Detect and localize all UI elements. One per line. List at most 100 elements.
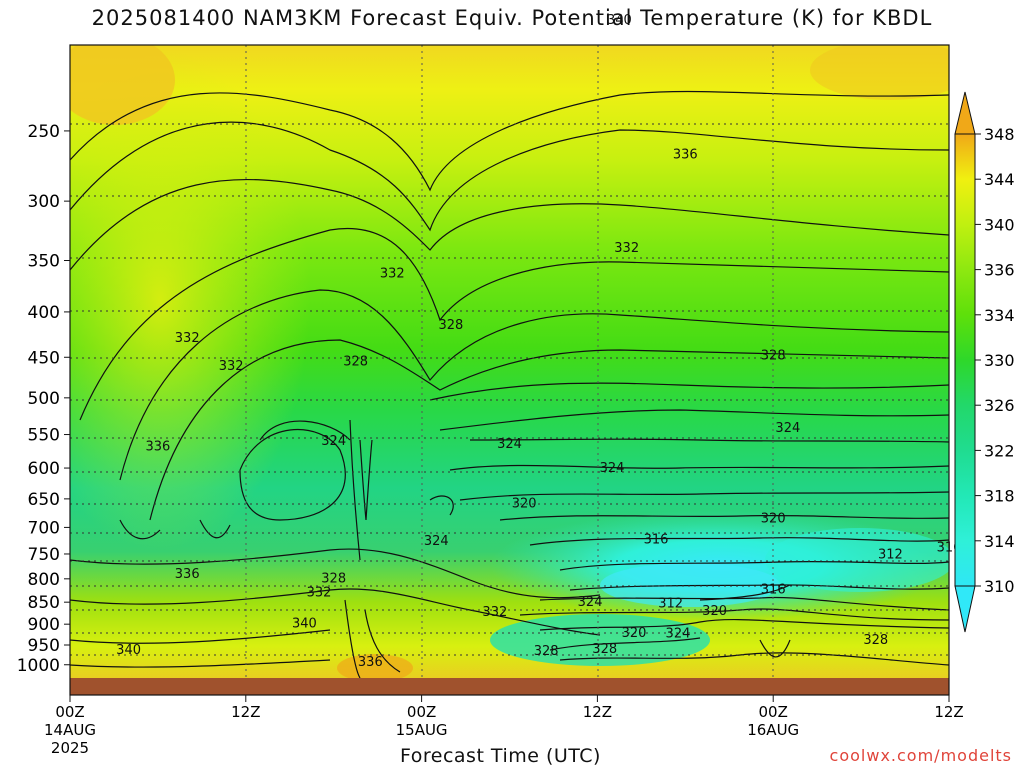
theta-e-field	[70, 45, 949, 678]
contour-label: 332	[219, 359, 244, 374]
y-tick-label: 350	[28, 251, 60, 271]
contour-label: 316	[761, 582, 786, 597]
x-tick-year: 2025	[51, 739, 89, 757]
contour-label: 328	[534, 644, 559, 659]
contour-label: 332	[380, 266, 405, 281]
contour-label: 340	[116, 643, 141, 658]
svg-text:332: 332	[380, 266, 405, 281]
y-tick-label: 650	[28, 490, 60, 510]
svg-text:328: 328	[534, 644, 559, 659]
y-tick-label: 450	[28, 348, 60, 368]
contour-label: 312	[878, 547, 903, 562]
contour-label: 324	[666, 627, 691, 642]
colorbar-tick-label: 344	[984, 170, 1015, 189]
svg-text:336: 336	[175, 567, 200, 582]
x-tick-label: 12Z	[231, 703, 260, 721]
svg-text:320: 320	[761, 511, 786, 526]
contour-label: 332	[614, 241, 639, 256]
y-tick-label: 850	[28, 593, 60, 613]
colorbar-tick-label: 330	[984, 351, 1015, 370]
contour-label: 340	[607, 13, 632, 28]
y-tick-label: 800	[28, 570, 60, 590]
contour-label: 332	[482, 605, 507, 620]
svg-text:320: 320	[512, 496, 537, 511]
svg-text:316: 316	[761, 582, 786, 597]
y-tick-label: 300	[28, 192, 60, 212]
svg-text:340: 340	[607, 13, 632, 28]
x-tick-label: 12Z	[934, 703, 963, 721]
contour-label: 328	[592, 642, 617, 657]
contour-label: 316	[644, 532, 669, 547]
svg-text:324: 324	[600, 461, 625, 476]
svg-text:328: 328	[761, 349, 786, 364]
svg-text:328: 328	[863, 633, 888, 648]
svg-text:324: 324	[666, 627, 691, 642]
svg-text:332: 332	[307, 586, 332, 601]
contour-label: 336	[145, 440, 170, 455]
contour-label: 328	[761, 349, 786, 364]
contour-label: 340	[292, 616, 317, 631]
svg-text:328: 328	[321, 571, 346, 586]
y-gridlines	[70, 123, 949, 656]
chart-title: 2025081400 NAM3KM Forecast Equiv. Potent…	[91, 6, 933, 30]
contour-label: 324	[321, 434, 346, 449]
contour-label: 328	[863, 633, 888, 648]
colorbar-tick-label: 322	[984, 441, 1015, 460]
svg-text:320: 320	[702, 604, 727, 619]
svg-text:336: 336	[145, 440, 170, 455]
contour-label: 320	[512, 496, 537, 511]
colorbar-tick-label: 314	[984, 532, 1015, 551]
y-tick-label: 950	[28, 636, 60, 656]
svg-text:312: 312	[658, 597, 683, 612]
x-tick-date: 15AUG	[396, 721, 448, 739]
svg-text:324: 324	[775, 421, 800, 436]
svg-text:320: 320	[622, 626, 647, 641]
contour-label: 336	[175, 567, 200, 582]
svg-text:340: 340	[116, 643, 141, 658]
colorbar-upper-arrow	[954, 91, 976, 135]
x-tick-date: 14AUG	[44, 721, 96, 739]
y-tick-label: 700	[28, 518, 60, 538]
colorbar-tick-label: 326	[984, 396, 1015, 415]
colorbar-tick-label: 318	[984, 487, 1015, 506]
x-tick-date: 16AUG	[747, 721, 799, 739]
y-tick-label: 600	[28, 459, 60, 479]
svg-text:324: 324	[497, 437, 522, 452]
contour-label: 332	[307, 586, 332, 601]
contour-label: 332	[175, 331, 200, 346]
credit-link[interactable]: coolwx.com/modelts	[829, 746, 1012, 765]
contour-label: 328	[343, 355, 368, 370]
colorbar-tick-label: 310	[984, 577, 1015, 596]
contour-label: 312	[658, 597, 683, 612]
y-tick-label: 500	[28, 389, 60, 409]
contour-label: 328	[438, 318, 463, 333]
svg-text:312: 312	[878, 547, 903, 562]
svg-text:336: 336	[673, 147, 698, 162]
svg-text:316: 316	[644, 532, 669, 547]
y-tick-label: 550	[28, 426, 60, 446]
contour-label: 324	[600, 461, 625, 476]
y-tick-label: 900	[28, 615, 60, 635]
colorbar: 310 314 318 322 326 330 334 336 340 344 348	[954, 91, 1015, 633]
y-tick-label: 250	[28, 122, 60, 142]
x-tick-label: 00Z	[55, 703, 84, 721]
x-tick-label: 00Z	[759, 703, 788, 721]
colorbar-tick-label: 336	[984, 261, 1015, 280]
contour-label: 324	[578, 595, 603, 610]
svg-text:328: 328	[343, 355, 368, 370]
svg-text:336: 336	[358, 655, 383, 670]
x-tick-label: 12Z	[583, 703, 612, 721]
colorbar-lower-arrow	[954, 585, 976, 633]
colorbar-tick-label: 334	[984, 306, 1015, 325]
svg-text:332: 332	[175, 331, 200, 346]
contour-label: 336	[673, 147, 698, 162]
y-tick-label: 750	[28, 545, 60, 565]
colorbar-ticks: 310 314 318 322 326 330 334 336 340 344 348	[975, 125, 1015, 596]
plot-frame	[69, 44, 950, 696]
colorbar-bar	[954, 133, 976, 587]
svg-text:328: 328	[592, 642, 617, 657]
y-axis: 2503003504004505005506006507007508008509…	[17, 122, 70, 676]
